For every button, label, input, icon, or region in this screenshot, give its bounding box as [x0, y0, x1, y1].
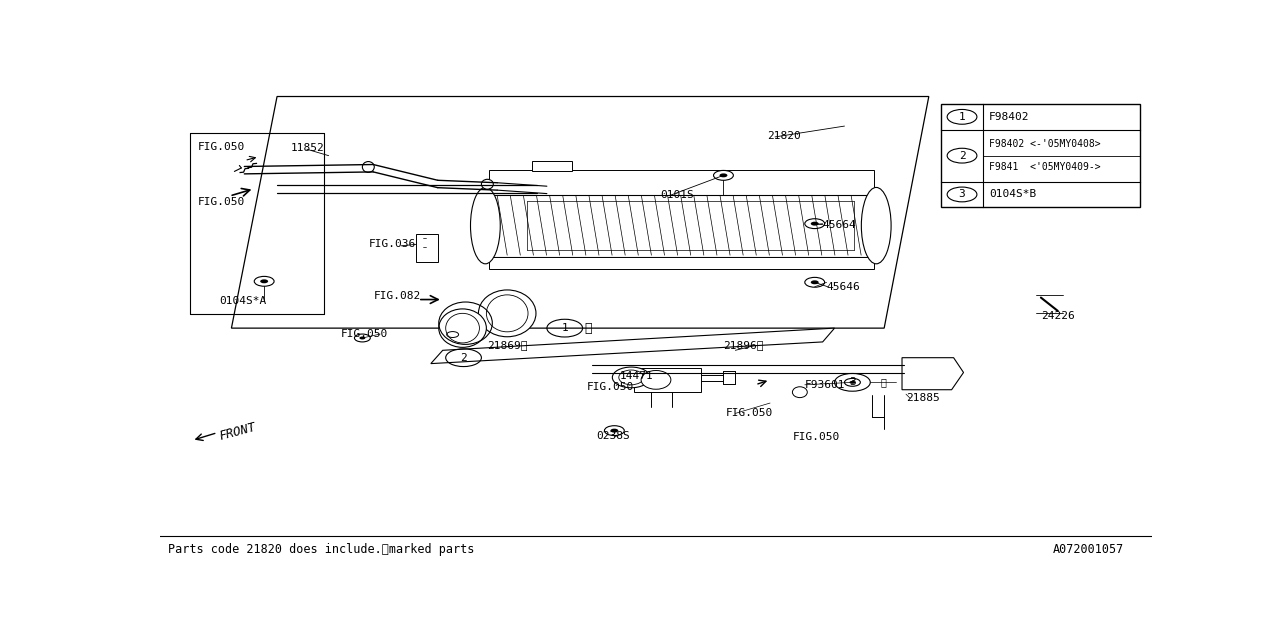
Text: F98402 <-'05MY0408>: F98402 <-'05MY0408>	[989, 140, 1101, 149]
Circle shape	[255, 276, 274, 286]
Text: FIG.050: FIG.050	[197, 142, 244, 152]
Text: FIG.050: FIG.050	[340, 329, 388, 339]
Circle shape	[604, 426, 625, 436]
Text: 14471: 14471	[620, 371, 653, 381]
Circle shape	[713, 170, 733, 180]
Circle shape	[611, 429, 618, 433]
Polygon shape	[489, 257, 874, 269]
Circle shape	[810, 280, 819, 284]
Circle shape	[260, 279, 268, 284]
Text: 3: 3	[959, 189, 965, 200]
Polygon shape	[532, 161, 572, 172]
Circle shape	[850, 381, 855, 384]
Text: 3: 3	[849, 378, 856, 387]
Text: 2: 2	[959, 150, 965, 161]
Circle shape	[719, 173, 727, 177]
Polygon shape	[416, 234, 438, 262]
Ellipse shape	[439, 309, 486, 348]
Text: FRONT: FRONT	[218, 420, 257, 443]
Text: 21820: 21820	[767, 131, 801, 141]
Polygon shape	[431, 328, 835, 364]
Circle shape	[355, 334, 370, 342]
Ellipse shape	[471, 188, 500, 264]
Text: FIG.050: FIG.050	[792, 431, 840, 442]
Ellipse shape	[362, 161, 374, 172]
Text: 11852: 11852	[291, 143, 325, 153]
Text: 24226: 24226	[1041, 311, 1075, 321]
Text: A072001057: A072001057	[1053, 543, 1124, 556]
Circle shape	[360, 337, 365, 339]
Circle shape	[810, 221, 819, 226]
Text: 21896※: 21896※	[723, 340, 764, 350]
Text: FIG.050: FIG.050	[726, 408, 773, 419]
Ellipse shape	[479, 290, 536, 337]
Text: 0101S: 0101S	[660, 190, 694, 200]
Ellipse shape	[612, 367, 650, 388]
Text: FIG.036: FIG.036	[369, 239, 416, 250]
Ellipse shape	[481, 179, 493, 189]
Text: 21885: 21885	[906, 393, 940, 403]
Text: Parts code 21820 does include.※marked parts: Parts code 21820 does include.※marked pa…	[168, 543, 475, 556]
Circle shape	[805, 277, 824, 287]
Text: 1: 1	[562, 323, 568, 333]
Polygon shape	[489, 170, 874, 195]
Text: 1: 1	[959, 112, 965, 122]
Text: 45664: 45664	[823, 220, 856, 230]
Polygon shape	[489, 195, 874, 257]
Bar	[941, 104, 1139, 207]
Text: F93601: F93601	[805, 380, 845, 390]
Text: 21869※: 21869※	[488, 340, 527, 350]
Text: 0238S: 0238S	[596, 431, 630, 440]
Circle shape	[845, 378, 860, 387]
Text: F98402: F98402	[989, 112, 1029, 122]
Text: FIG.050: FIG.050	[586, 382, 634, 392]
Text: 0104S*A: 0104S*A	[220, 296, 266, 306]
Text: FIG.050: FIG.050	[197, 198, 244, 207]
Text: FIG.082: FIG.082	[374, 291, 421, 301]
Text: ※: ※	[585, 322, 593, 335]
Ellipse shape	[641, 371, 671, 389]
Text: 45646: 45646	[827, 282, 860, 292]
Text: F9841  <'05MY0409->: F9841 <'05MY0409->	[989, 162, 1101, 172]
Text: ※: ※	[881, 378, 886, 387]
Text: 2: 2	[461, 353, 467, 363]
Text: 0104S*B: 0104S*B	[989, 189, 1036, 200]
Polygon shape	[634, 367, 700, 392]
Ellipse shape	[861, 188, 891, 264]
Polygon shape	[902, 358, 964, 390]
Ellipse shape	[792, 387, 808, 397]
Circle shape	[805, 219, 824, 228]
